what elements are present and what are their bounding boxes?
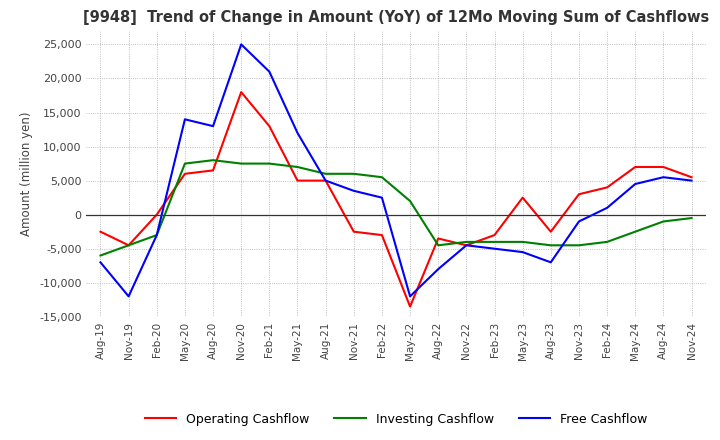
Free Cashflow: [406, 294, 415, 299]
Investing Cashflow: [434, 242, 443, 248]
Operating Cashflow: [349, 229, 358, 235]
Investing Cashflow: [687, 216, 696, 221]
Investing Cashflow: [153, 232, 161, 238]
Free Cashflow: [603, 205, 611, 210]
Investing Cashflow: [237, 161, 246, 166]
Free Cashflow: [209, 124, 217, 129]
Free Cashflow: [659, 175, 667, 180]
Investing Cashflow: [293, 165, 302, 170]
Operating Cashflow: [687, 175, 696, 180]
Y-axis label: Amount (million yen): Amount (million yen): [20, 112, 34, 236]
Free Cashflow: [349, 188, 358, 194]
Free Cashflow: [490, 246, 499, 251]
Title: [9948]  Trend of Change in Amount (YoY) of 12Mo Moving Sum of Cashflows: [9948] Trend of Change in Amount (YoY) o…: [83, 11, 709, 26]
Line: Free Cashflow: Free Cashflow: [101, 44, 691, 297]
Free Cashflow: [631, 181, 639, 187]
Free Cashflow: [546, 260, 555, 265]
Free Cashflow: [293, 130, 302, 136]
Operating Cashflow: [546, 229, 555, 235]
Operating Cashflow: [659, 165, 667, 170]
Free Cashflow: [462, 242, 471, 248]
Line: Operating Cashflow: Operating Cashflow: [101, 92, 691, 307]
Operating Cashflow: [153, 212, 161, 217]
Investing Cashflow: [125, 242, 133, 248]
Operating Cashflow: [575, 191, 583, 197]
Investing Cashflow: [265, 161, 274, 166]
Free Cashflow: [125, 294, 133, 299]
Operating Cashflow: [125, 242, 133, 248]
Operating Cashflow: [181, 171, 189, 176]
Investing Cashflow: [518, 239, 527, 245]
Operating Cashflow: [96, 229, 105, 235]
Investing Cashflow: [96, 253, 105, 258]
Investing Cashflow: [462, 239, 471, 245]
Operating Cashflow: [631, 165, 639, 170]
Operating Cashflow: [293, 178, 302, 183]
Free Cashflow: [181, 117, 189, 122]
Investing Cashflow: [181, 161, 189, 166]
Investing Cashflow: [321, 171, 330, 176]
Free Cashflow: [518, 249, 527, 255]
Operating Cashflow: [518, 195, 527, 200]
Investing Cashflow: [631, 229, 639, 235]
Operating Cashflow: [434, 236, 443, 241]
Operating Cashflow: [209, 168, 217, 173]
Legend: Operating Cashflow, Investing Cashflow, Free Cashflow: Operating Cashflow, Investing Cashflow, …: [140, 408, 652, 431]
Operating Cashflow: [406, 304, 415, 309]
Operating Cashflow: [265, 124, 274, 129]
Investing Cashflow: [659, 219, 667, 224]
Operating Cashflow: [490, 232, 499, 238]
Operating Cashflow: [377, 232, 386, 238]
Investing Cashflow: [490, 239, 499, 245]
Free Cashflow: [687, 178, 696, 183]
Investing Cashflow: [406, 198, 415, 204]
Operating Cashflow: [321, 178, 330, 183]
Free Cashflow: [575, 219, 583, 224]
Operating Cashflow: [237, 89, 246, 95]
Free Cashflow: [377, 195, 386, 200]
Investing Cashflow: [349, 171, 358, 176]
Free Cashflow: [265, 69, 274, 74]
Investing Cashflow: [546, 242, 555, 248]
Free Cashflow: [153, 232, 161, 238]
Line: Investing Cashflow: Investing Cashflow: [101, 160, 691, 256]
Free Cashflow: [434, 267, 443, 272]
Free Cashflow: [237, 42, 246, 47]
Operating Cashflow: [603, 185, 611, 190]
Free Cashflow: [96, 260, 105, 265]
Free Cashflow: [321, 178, 330, 183]
Operating Cashflow: [462, 242, 471, 248]
Investing Cashflow: [603, 239, 611, 245]
Investing Cashflow: [209, 158, 217, 163]
Investing Cashflow: [377, 175, 386, 180]
Investing Cashflow: [575, 242, 583, 248]
